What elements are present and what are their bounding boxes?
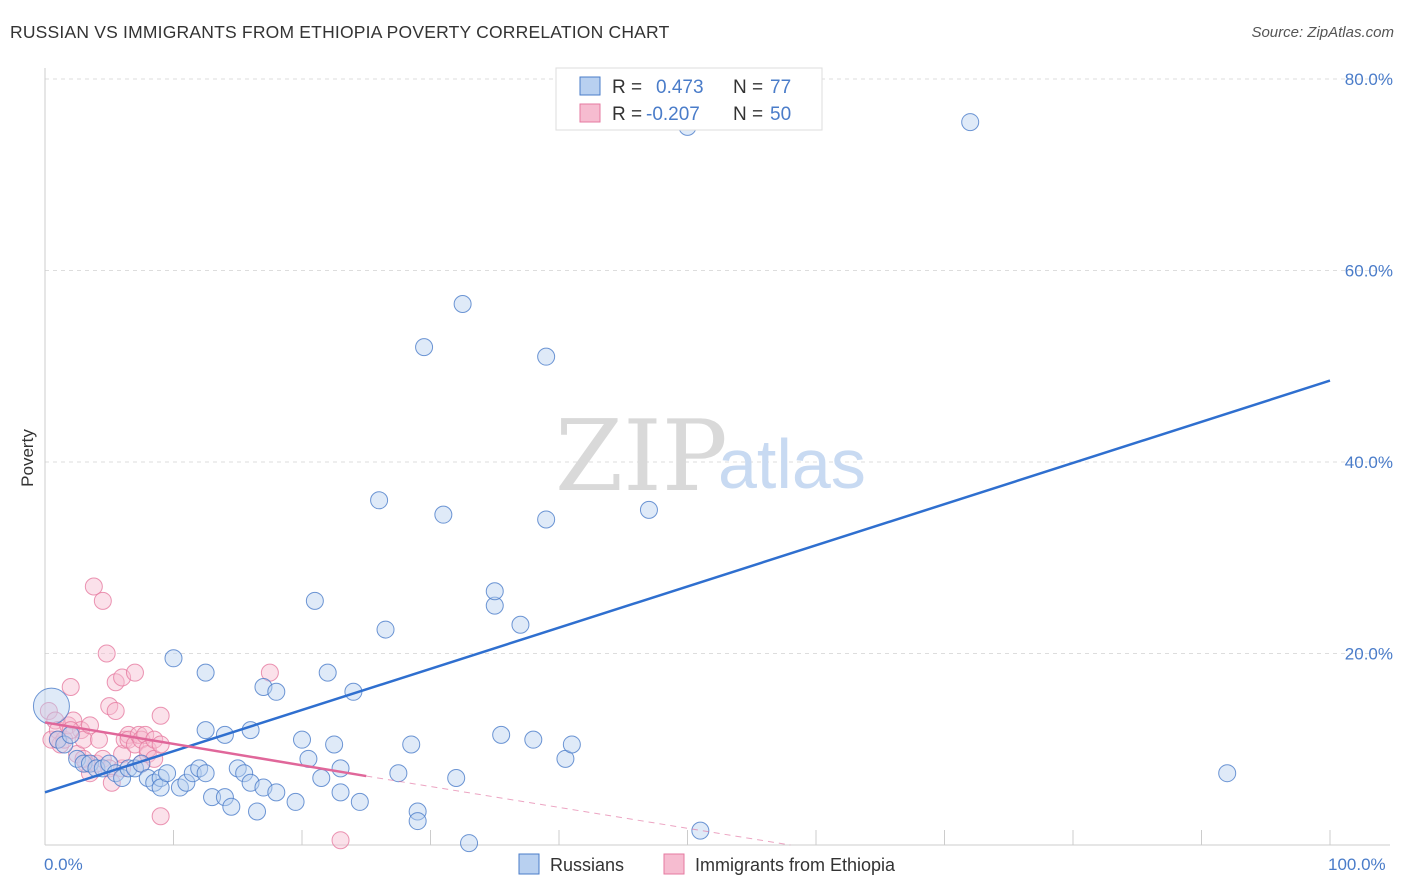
russians-point-25 — [196, 764, 215, 783]
russians-point-0 — [32, 687, 70, 725]
russians-point-64 — [485, 582, 504, 601]
russians-point-67 — [524, 730, 543, 749]
russians-point-76 — [1218, 764, 1237, 783]
watermark-atlas: atlas — [718, 425, 866, 503]
russians-point-41 — [286, 792, 305, 811]
russians-point-47 — [325, 735, 344, 754]
y-tick-label-20: 20.0% — [1345, 645, 1393, 664]
ethiopia-point-46 — [331, 831, 350, 850]
russians-point-30 — [215, 788, 234, 807]
russians-point-27 — [196, 663, 215, 682]
series-ethiopia-points — [39, 577, 350, 850]
russians-point-60 — [447, 768, 466, 787]
ethiopia-point-20 — [97, 644, 116, 663]
russians-point-51 — [350, 792, 369, 811]
source-label: Source: ZipAtlas.com — [1251, 24, 1394, 41]
y-axis-label: Poverty — [18, 429, 37, 487]
russians-point-33 — [235, 764, 254, 783]
russians-point-57 — [408, 812, 427, 831]
russians-point-46 — [318, 663, 337, 682]
legend-swatch-russians — [579, 76, 601, 96]
russians-point-52 — [370, 491, 389, 510]
legend-n-value-1: 77 — [770, 77, 791, 98]
legend-swatch-ethiopia — [579, 103, 601, 123]
legend-n-label-2: N = — [733, 104, 763, 125]
x-tick-label-max: 100.0% — [1328, 855, 1386, 874]
x-tick-label-min: 0.0% — [44, 855, 83, 874]
russians-point-2 — [55, 735, 74, 754]
russians-point-66 — [511, 615, 530, 634]
russians-point-20 — [164, 649, 183, 668]
ethiopia-point-19 — [93, 591, 112, 610]
russians-point-31 — [222, 797, 241, 816]
grid-lines — [45, 78, 1390, 654]
ethiopia-point-25 — [106, 701, 125, 720]
russians-point-59 — [434, 505, 453, 524]
y-tick-labels: 20.0% 40.0% 60.0% 80.0% — [1345, 70, 1393, 664]
russians-point-42 — [293, 730, 311, 749]
ethiopia-point-43 — [151, 706, 170, 725]
russians-point-26 — [196, 721, 215, 740]
ethiopia-point-42 — [151, 735, 170, 754]
legend-n-label-1: N = — [733, 77, 763, 98]
russians-point-61 — [453, 295, 472, 314]
legend-r-label-2: R = — [612, 104, 642, 125]
ethiopia-point-17 — [89, 730, 108, 749]
chart-title: RUSSIAN VS IMMIGRANTS FROM ETHIOPIA POVE… — [10, 22, 670, 42]
y-tick-label-40: 40.0% — [1345, 453, 1393, 472]
russians-point-54 — [389, 764, 408, 783]
russians-point-49 — [331, 783, 350, 802]
ethiopia-point-23 — [102, 773, 121, 792]
russians-point-58 — [415, 338, 434, 357]
bottom-legend-label-russians: Russians — [550, 855, 624, 875]
ethiopia-point-32 — [125, 663, 144, 682]
ethiopia-point-15 — [84, 577, 103, 596]
y-tick-label-80: 80.0% — [1345, 70, 1393, 89]
russians-point-39 — [267, 682, 286, 701]
russians-point-68 — [537, 510, 556, 529]
x-tick-marks — [173, 830, 1331, 845]
legend-r-label-1: R = — [612, 77, 642, 98]
russians-point-19 — [158, 764, 177, 783]
russians-point-45 — [312, 768, 331, 787]
russians-point-63 — [485, 596, 504, 615]
russians-point-72 — [639, 500, 658, 519]
series-russians-points — [32, 113, 1237, 853]
russians-point-62 — [460, 834, 479, 853]
ethiopia-trend-extension — [366, 775, 791, 846]
trend-lines — [44, 379, 1331, 846]
russians-point-36 — [248, 802, 267, 821]
ethiopia-point-0 — [39, 701, 58, 720]
y-tick-label-60: 60.0% — [1345, 262, 1393, 281]
russians-point-11 — [113, 768, 132, 787]
russians-point-28 — [203, 788, 222, 807]
watermark-zip: ZIP — [555, 400, 728, 514]
stats-legend: R = 0.473 N = 77 R = -0.207 N = 50 — [555, 67, 823, 131]
russians-point-55 — [402, 735, 421, 754]
russians-point-53 — [376, 620, 395, 639]
legend-r-value-2: -0.207 — [646, 104, 700, 125]
russians-point-71 — [562, 735, 581, 754]
russians-point-65 — [492, 725, 511, 744]
ethiopia-trend-line — [44, 721, 367, 778]
ethiopia-point-7 — [61, 678, 80, 697]
series-legend: Russians Immigrants from Ethiopia — [518, 853, 896, 875]
russians-point-56 — [408, 802, 427, 821]
ethiopia-point-44 — [151, 807, 170, 826]
legend-n-value-2: 50 — [770, 104, 791, 125]
russians-point-22 — [177, 773, 196, 792]
legend-r-value-1: 0.473 — [656, 77, 704, 98]
russians-point-40 — [267, 783, 286, 802]
russians-point-44 — [305, 591, 324, 610]
bottom-legend-swatch-russians — [518, 853, 540, 875]
bottom-legend-label-ethiopia: Immigrants from Ethiopia — [695, 855, 896, 875]
russians-point-48 — [331, 759, 350, 778]
russians-trend-line — [44, 379, 1331, 794]
russians-point-69 — [537, 347, 556, 366]
russians-point-74 — [691, 821, 710, 840]
russians-point-75 — [961, 113, 980, 132]
bottom-legend-swatch-ethiopia — [663, 853, 685, 875]
